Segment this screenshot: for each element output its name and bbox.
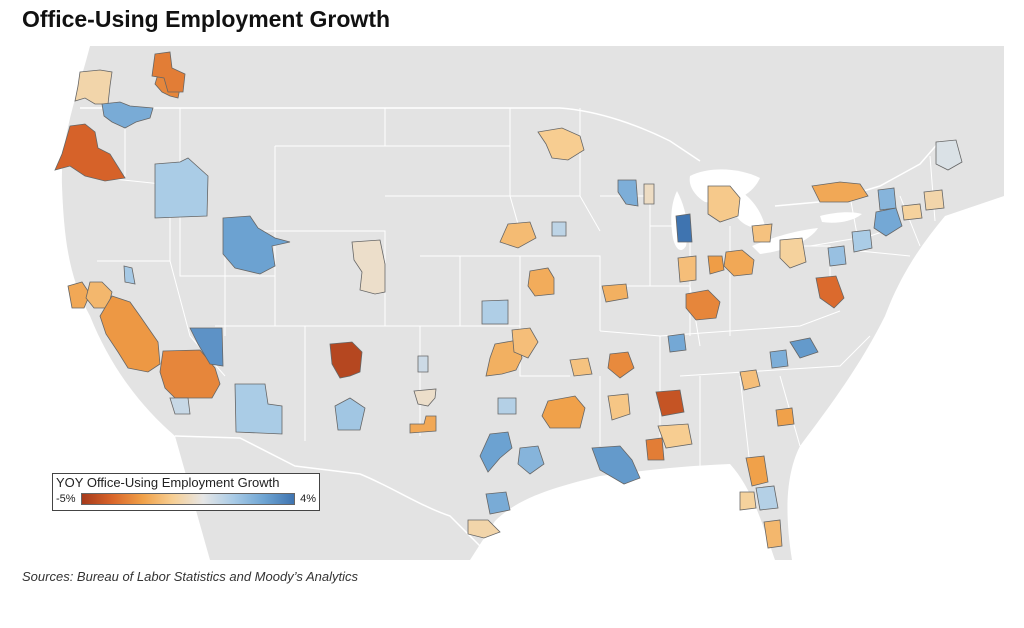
metro-kansas-city[interactable] (527, 267, 555, 297)
metro-miami[interactable] (763, 519, 783, 549)
metro-milwaukee[interactable] (643, 183, 655, 205)
metro-cleveland[interactable] (751, 223, 773, 243)
metro-phoenix[interactable] (234, 383, 283, 435)
metro-buffalo[interactable] (811, 181, 869, 203)
metro-las-vegas[interactable] (189, 327, 224, 367)
canada-border-east (774, 140, 941, 207)
mexico-border (174, 435, 481, 547)
metro-richmond[interactable] (815, 275, 845, 309)
metro-birmingham[interactable] (657, 423, 693, 449)
metro-madison[interactable] (617, 179, 639, 207)
metro-raleigh[interactable] (789, 337, 819, 359)
metro-st-louis[interactable] (601, 283, 629, 303)
metro-tulsa[interactable] (511, 327, 539, 359)
metro-charleston[interactable] (775, 407, 795, 427)
metro-memphis[interactable] (607, 351, 635, 379)
atlantic-ocean (787, 196, 1004, 560)
legend-min-label: -5% (56, 493, 76, 505)
metro-central-valley[interactable] (99, 295, 161, 373)
metro-reno[interactable] (123, 265, 136, 285)
metro-sacramento[interactable] (67, 281, 91, 309)
metro-nashville[interactable] (667, 333, 687, 353)
metro-maine[interactable] (935, 139, 963, 171)
metro-spokane[interactable] (151, 51, 186, 93)
metro-austin[interactable] (479, 431, 513, 473)
metro-des-moines[interactable] (551, 221, 567, 237)
metro-minneapolis[interactable] (537, 127, 585, 161)
metro-lubbock[interactable] (413, 388, 437, 407)
legend-max-label: 4% (300, 493, 316, 505)
metro-little-rock[interactable] (569, 357, 593, 377)
metro-corpus-christi[interactable] (467, 519, 501, 539)
metro-columbus[interactable] (723, 249, 755, 277)
metro-layer (54, 51, 963, 549)
metro-houston[interactable] (517, 445, 545, 475)
metro-charlotte[interactable] (769, 349, 789, 369)
metro-colorado-springs[interactable] (351, 239, 386, 295)
gulf-of-mexico (470, 464, 775, 560)
map-title: Office-Using Employment Growth (22, 6, 391, 32)
metro-atlanta[interactable] (739, 369, 761, 391)
metro-albany[interactable] (877, 187, 897, 211)
metro-el-paso[interactable] (417, 355, 429, 373)
metro-salt-lake[interactable] (222, 215, 291, 275)
metro-louisville[interactable] (685, 289, 721, 321)
metro-wa-north[interactable] (74, 69, 113, 105)
metro-shreveport[interactable] (497, 397, 517, 415)
metro-cincinnati[interactable] (707, 255, 725, 275)
metro-detroit[interactable] (707, 185, 741, 223)
metro-hartford[interactable] (901, 203, 923, 221)
metro-boston[interactable] (923, 189, 945, 211)
metro-mobile[interactable] (655, 389, 685, 417)
metro-tampa[interactable] (739, 491, 757, 511)
metro-tucson[interactable] (334, 397, 366, 431)
metro-orlando[interactable] (755, 485, 779, 511)
metro-san-diego[interactable] (169, 397, 191, 415)
metro-new-orleans[interactable] (591, 445, 641, 485)
metro-dc[interactable] (827, 245, 847, 267)
metro-chicago[interactable] (675, 213, 693, 243)
metro-indianapolis[interactable] (677, 255, 697, 283)
metro-boise[interactable] (154, 157, 209, 219)
metro-jackson[interactable] (645, 437, 665, 461)
metro-baton-rouge[interactable] (607, 393, 631, 421)
metro-dallas[interactable] (541, 395, 586, 429)
canada-border (80, 107, 701, 162)
metro-omaha[interactable] (499, 221, 537, 249)
metro-albuquerque[interactable] (329, 341, 363, 379)
metro-philadelphia[interactable] (851, 229, 873, 253)
legend-color-ramp (81, 493, 295, 505)
legend: YOY Office-Using Employment Growth -5% 4… (52, 473, 320, 511)
metro-san-antonio[interactable] (485, 491, 511, 515)
metro-tri-cities[interactable] (101, 101, 154, 129)
metro-jacksonville[interactable] (745, 455, 769, 487)
metro-wichita[interactable] (481, 299, 509, 325)
pacific-ocean (40, 46, 210, 560)
legend-title: YOY Office-Using Employment Growth (56, 475, 280, 490)
lake-ontario (820, 212, 862, 223)
metro-midland[interactable] (409, 415, 437, 434)
metro-portland[interactable] (54, 123, 126, 182)
source-note: Sources: Bureau of Labor Statistics and … (22, 569, 359, 584)
metro-pittsburgh[interactable] (779, 237, 807, 269)
